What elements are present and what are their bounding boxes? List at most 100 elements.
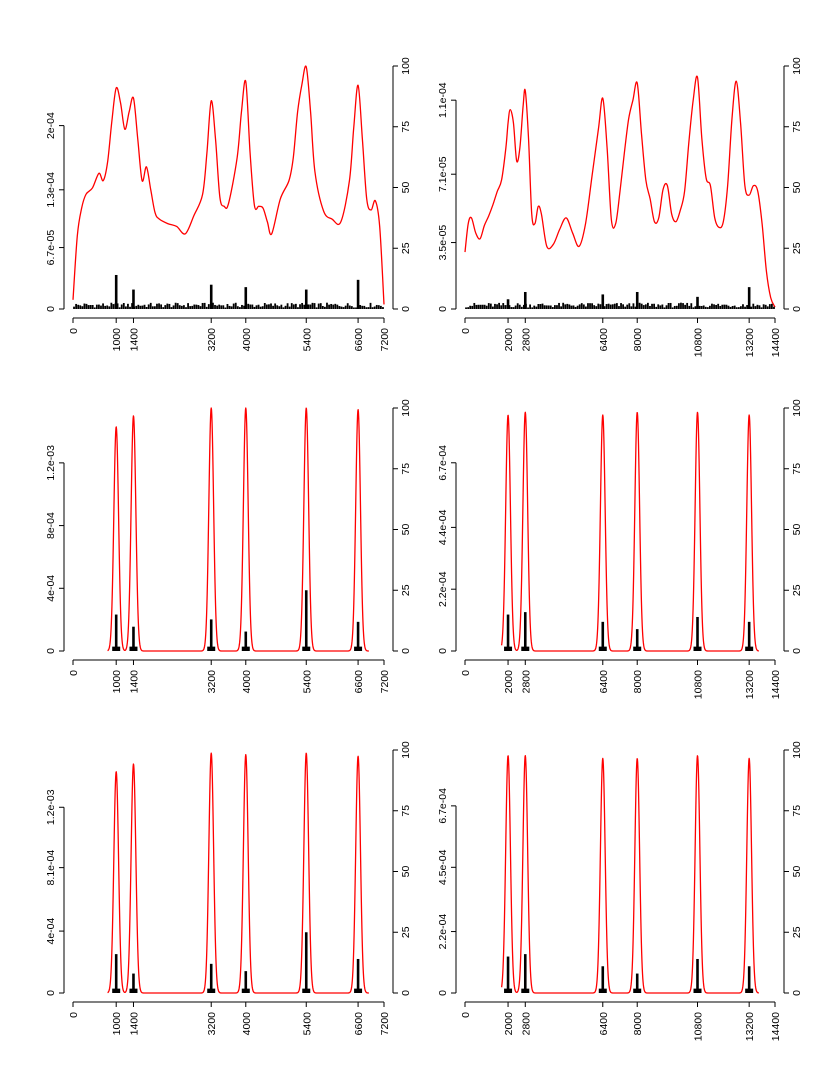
count-bar-noise [485,305,488,309]
count-bar-noise [477,304,480,309]
count-bar-noise [549,305,552,309]
count-bar-noise [255,305,258,309]
count-bar-noise [301,302,304,309]
y-right-tick-label: 50 [400,524,412,536]
x-tick-label: 6400 [598,670,610,694]
count-bar-noise [756,304,759,309]
count-bar-noise [353,307,355,309]
count-bar-noise [483,304,486,309]
count-bar-noise [578,304,581,309]
count-bar-noise [684,304,686,309]
count-bar-noise [214,304,216,309]
y-left-tick-label: 1.2e-03 [45,445,57,481]
count-bar-noise [626,304,629,309]
y-right-tick-label: 25 [400,926,412,938]
count-bar-noise [479,304,482,309]
count-bar-noise [297,307,299,309]
x-tick-label: 1000 [111,1012,123,1036]
count-bar-noise [193,304,196,309]
y-left-tick-label: 4.4e-04 [437,509,449,545]
count-bar-noise [122,303,125,309]
count-bar-noise [160,304,163,309]
count-bar-noise [574,306,577,309]
count-bar-noise [504,305,507,309]
x-tick-label: 13200 [744,670,756,699]
x-tick-label: 0 [68,1012,80,1018]
x-tick-label: 14400 [770,1012,782,1041]
count-spike [209,963,213,993]
count-bar-noise [657,304,660,309]
count-bar-noise [667,303,670,309]
count-bar-noise [355,307,357,309]
count-bar-noise [595,306,598,309]
count-bar-noise [651,303,653,309]
count-bar-noise [98,304,100,309]
count-bar-noise [276,305,279,309]
count-spike [114,614,118,651]
count-bar-noise [102,303,104,309]
count-bar-noise [582,304,585,309]
count-bar-noise [131,303,133,309]
x-tick-label: 2800 [520,670,532,694]
y-right-tick-label: 0 [400,648,412,654]
count-bar-noise [73,306,75,309]
count-bar-noise [764,304,767,309]
y-left-tick-label: 1.1e-04 [437,82,449,118]
count-bar-noise [576,305,579,309]
count-bar-noise [500,305,503,309]
x-tick-label: 1400 [128,1012,140,1036]
count-bar-noise [178,305,181,309]
count-spike [506,299,510,309]
count-bar-noise [344,305,347,309]
y-left-tick-label: 0 [45,648,57,654]
count-spike [244,287,248,309]
density-line [72,65,385,305]
y-right-tick-label: 50 [400,182,412,194]
count-bar-noise [230,306,233,309]
x-tick-label: 2000 [503,1012,515,1036]
count-bar-noise [568,304,571,309]
y-left-tick-label: 6.7e-04 [437,445,449,481]
count-bar-noise [284,305,287,309]
count-bar-noise [721,304,724,309]
count-bar-noise [257,304,260,309]
x-tick-label: 6600 [353,328,365,352]
y-left-tick-label: 4.5e-04 [437,849,449,885]
count-bar-noise [251,304,254,309]
count-bar-noise [174,302,177,309]
count-bar-noise [93,307,96,309]
count-bar-noise [176,303,179,309]
count-bar-noise [332,304,335,309]
density-line [500,411,760,652]
chart-panel-top-right: 0 2000 2800 6400 8000 10800 13200 14400 0 3.5e-05… [437,57,803,357]
count-bar-noise [199,306,202,309]
y-left-tick-label: 3.5e-05 [437,225,449,261]
count-bar-noise [580,303,583,309]
count-bar-noise [239,307,241,309]
count-bar-noise [224,307,227,309]
y-left-tick-label: 0 [45,306,57,312]
count-bar-noise [365,307,368,309]
count-bar-noise [220,305,223,309]
count-bar-noise [630,306,633,309]
y-left-tick-label: 8e-04 [45,512,57,539]
count-bar-noise [363,305,366,309]
y-right-tick-label: 25 [791,584,803,596]
count-bar-noise [603,306,606,309]
x-tick-label: 8000 [632,328,644,352]
y-left-tick-label: 7.1e-05 [437,156,449,192]
count-spike [635,629,639,651]
y-left-tick-label: 8.1e-04 [45,850,57,886]
count-bar-noise [79,305,82,309]
count-bar-noise [514,305,517,309]
count-spike [747,621,751,651]
count-spike [601,621,605,651]
count-bar-noise [692,307,695,309]
count-bar-noise [91,305,94,309]
chart-panel-bottom-left: 0 1000 1400 3200 4000 5400 6600 720004e-048.1e-… [45,741,412,1035]
count-bar-noise [698,305,701,309]
y-right-tick-label: 100 [791,57,803,75]
y-right-tick-label: 75 [400,463,412,475]
count-bar-noise [663,307,666,309]
